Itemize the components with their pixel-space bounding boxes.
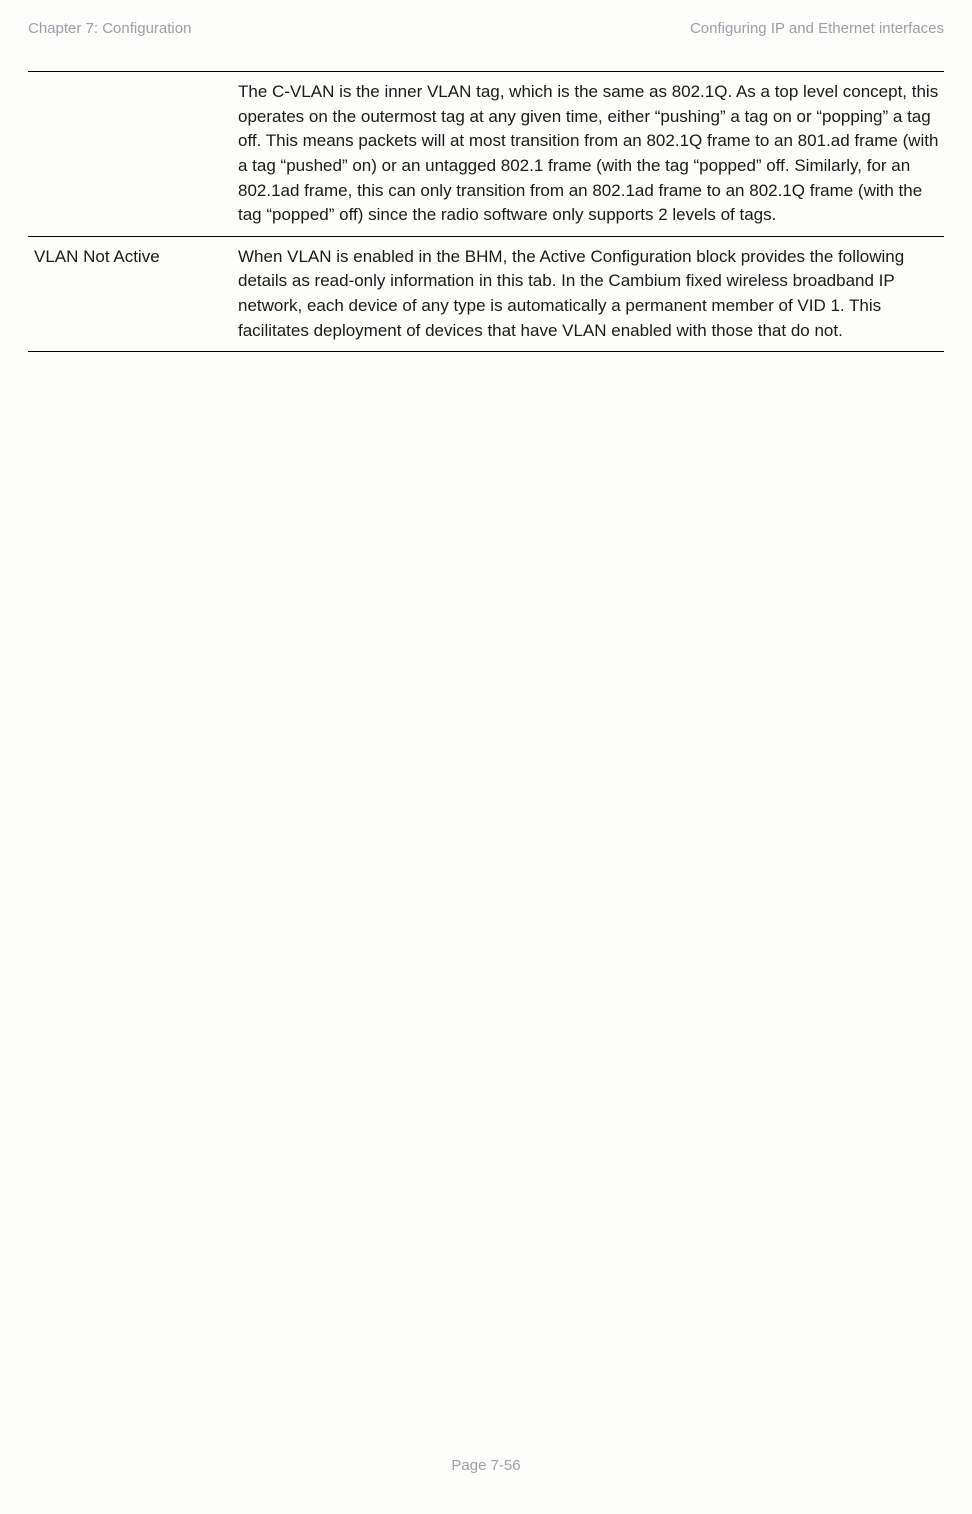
page-number: Page 7-56: [451, 1457, 520, 1474]
row-description: The C-VLAN is the inner VLAN tag, which …: [238, 72, 944, 237]
row-label: VLAN Not Active: [28, 236, 238, 352]
header-section: Configuring IP and Ethernet interfaces: [690, 20, 944, 37]
page-footer: Page 7-56: [0, 1457, 972, 1474]
header-chapter: Chapter 7: Configuration: [28, 20, 191, 37]
table-row: VLAN Not Active When VLAN is enabled in …: [28, 236, 944, 352]
document-page: Chapter 7: Configuration Configuring IP …: [0, 0, 972, 1514]
row-description: When VLAN is enabled in the BHM, the Act…: [238, 236, 944, 352]
attribute-table: The C-VLAN is the inner VLAN tag, which …: [28, 71, 944, 352]
page-header: Chapter 7: Configuration Configuring IP …: [28, 20, 944, 37]
row-label: [28, 72, 238, 237]
table-row: The C-VLAN is the inner VLAN tag, which …: [28, 72, 944, 237]
